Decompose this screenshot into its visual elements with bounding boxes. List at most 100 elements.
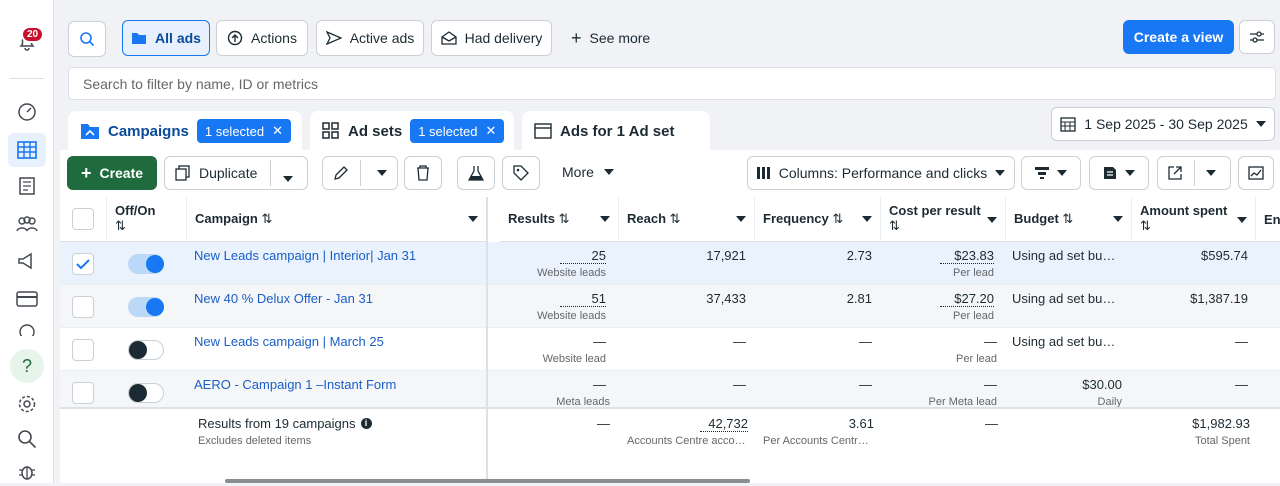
chevron-down-icon[interactable] <box>600 216 610 222</box>
pages-icon[interactable] <box>13 172 41 200</box>
tab-ad-sets[interactable]: Ad sets 1 selected ✕ <box>310 111 514 151</box>
campaign-name-link[interactable]: New Leads campaign | Interior| Jan 31 <box>194 248 417 263</box>
header-campaign[interactable]: Campaign ⇅ <box>186 197 486 242</box>
breakdown-icon <box>1035 167 1049 179</box>
flask-icon <box>468 166 484 181</box>
sort-icon[interactable]: ⇅ <box>558 211 570 226</box>
campaigns-selected-pill[interactable]: 1 selected ✕ <box>196 119 292 143</box>
info-icon[interactable]: i <box>360 418 372 429</box>
divider <box>10 78 44 79</box>
sort-icon[interactable]: ⇅ <box>1062 211 1074 226</box>
tab-ads-label: Ads for 1 Ad set <box>560 122 675 140</box>
close-icon[interactable]: ✕ <box>485 123 497 138</box>
chevron-down-icon <box>1057 170 1067 176</box>
create-button[interactable]: + Create <box>67 156 157 190</box>
active-ads-button[interactable]: Active ads <box>316 20 424 56</box>
horizontal-scrollbar[interactable] <box>225 479 750 483</box>
sort-icon[interactable]: ⇅ <box>832 211 844 226</box>
folder-icon <box>132 33 147 44</box>
search-input[interactable]: Search to filter by name, ID or metrics <box>68 67 1276 100</box>
cpr-value[interactable]: $27.20 <box>940 291 994 307</box>
adsets-selected-pill[interactable]: 1 selected ✕ <box>410 119 505 143</box>
campaign-toggle[interactable] <box>128 297 164 317</box>
audience-icon[interactable] <box>13 210 41 238</box>
row-checkbox[interactable] <box>72 339 94 361</box>
campaign-toggle[interactable] <box>128 383 164 403</box>
header-budget[interactable]: Budget ⇅ <box>1005 197 1131 242</box>
duplicate-button[interactable]: Duplicate <box>164 156 308 190</box>
actions-button[interactable]: Actions <box>216 20 308 56</box>
more-button[interactable]: More <box>562 164 614 180</box>
table-row[interactable] <box>60 371 1280 408</box>
campaign-name-link[interactable]: New Leads campaign | March 25 <box>194 334 384 349</box>
chevron-down-icon[interactable] <box>1113 216 1123 222</box>
header-frequency[interactable]: Frequency ⇅ <box>754 197 880 242</box>
row-checkbox[interactable] <box>72 253 94 275</box>
charts-button[interactable] <box>1238 156 1274 190</box>
view-settings-button[interactable] <box>1239 20 1275 54</box>
help-icon[interactable]: ? <box>10 349 44 383</box>
duplicate-dropdown[interactable] <box>283 170 293 185</box>
table-icon[interactable] <box>13 136 41 164</box>
header-results[interactable]: Results ⇅ <box>500 197 618 242</box>
search-icon[interactable] <box>13 425 41 453</box>
columns-button[interactable]: Columns: Performance and clicks <box>747 156 1015 190</box>
all-ads-label: All ads <box>155 30 201 46</box>
sort-icon[interactable]: ⇅ <box>669 211 681 226</box>
sort-icon[interactable]: ⇅ <box>115 218 126 233</box>
gauge-icon[interactable] <box>13 98 41 126</box>
reports-button[interactable] <box>1089 156 1149 190</box>
partial-icon[interactable] <box>13 320 41 336</box>
see-more-button[interactable]: + See more <box>571 29 650 47</box>
sort-icon[interactable]: ⇅ <box>261 211 273 226</box>
bug-icon[interactable] <box>13 458 41 486</box>
ab-test-button[interactable] <box>457 156 495 190</box>
sort-icon[interactable]: ⇅ <box>889 218 900 233</box>
megaphone-icon[interactable] <box>13 247 41 275</box>
select-all-checkbox[interactable] <box>72 208 94 230</box>
results-value[interactable]: 25 <box>560 248 606 264</box>
chevron-down-icon <box>1255 121 1266 127</box>
campaign-toggle[interactable] <box>128 340 164 360</box>
chevron-down-icon[interactable] <box>1237 217 1247 223</box>
create-view-button[interactable]: Create a view <box>1123 20 1234 54</box>
adsets-selected-label: 1 selected <box>418 123 478 139</box>
campaign-name-link[interactable]: New 40 % Delux Offer - Jan 31 <box>194 291 373 306</box>
tab-campaigns[interactable]: Campaigns 1 selected ✕ <box>68 111 302 151</box>
header-reach[interactable]: Reach ⇅ <box>618 197 754 242</box>
row-checkbox[interactable] <box>72 296 94 318</box>
billing-card-icon[interactable] <box>13 285 41 313</box>
header-ends[interactable]: En <box>1255 197 1280 242</box>
cpr-value[interactable]: $23.83 <box>940 248 994 264</box>
row-checkbox[interactable] <box>72 382 94 404</box>
chevron-down-icon[interactable] <box>468 216 478 222</box>
date-range-picker[interactable]: 1 Sep 2025 - 30 Sep 2025 <box>1051 107 1275 141</box>
search-icon <box>80 32 95 47</box>
breakdown-button[interactable] <box>1021 156 1081 190</box>
chevron-down-icon[interactable] <box>862 216 872 222</box>
table-row[interactable] <box>60 285 1280 328</box>
header-cost-per-result[interactable]: Cost per result ⇅ <box>880 197 1005 242</box>
header-amount-spent[interactable]: Amount spent ⇅ <box>1131 197 1255 242</box>
settings-gear-icon[interactable] <box>13 390 41 418</box>
delete-button[interactable] <box>404 156 442 190</box>
chevron-down-icon[interactable] <box>987 217 997 223</box>
sort-icon[interactable]: ⇅ <box>1140 218 1151 233</box>
all-ads-button[interactable]: All ads <box>122 20 210 56</box>
chevron-down-icon[interactable] <box>736 216 746 222</box>
header-offon[interactable]: Off/On ⇅ <box>106 197 186 242</box>
campaign-name-link[interactable]: AERO - Campaign 1 –Instant Form <box>194 377 397 392</box>
campaign-toggle[interactable] <box>128 254 164 274</box>
had-delivery-button[interactable]: Had delivery <box>431 20 552 56</box>
close-icon[interactable]: ✕ <box>272 123 284 138</box>
columns-icon <box>756 167 770 179</box>
tag-button[interactable] <box>502 156 540 190</box>
notification-badge: 20 <box>21 26 45 43</box>
tab-ads[interactable]: Ads for 1 Ad set <box>522 111 710 151</box>
summary-reach[interactable]: 42,732 <box>700 416 748 432</box>
header-offon-label: Off/On <box>115 203 156 218</box>
search-toggle-button[interactable] <box>68 21 106 57</box>
table-row[interactable] <box>60 328 1280 371</box>
table-row[interactable] <box>60 242 1280 285</box>
results-value[interactable]: 51 <box>560 291 606 307</box>
